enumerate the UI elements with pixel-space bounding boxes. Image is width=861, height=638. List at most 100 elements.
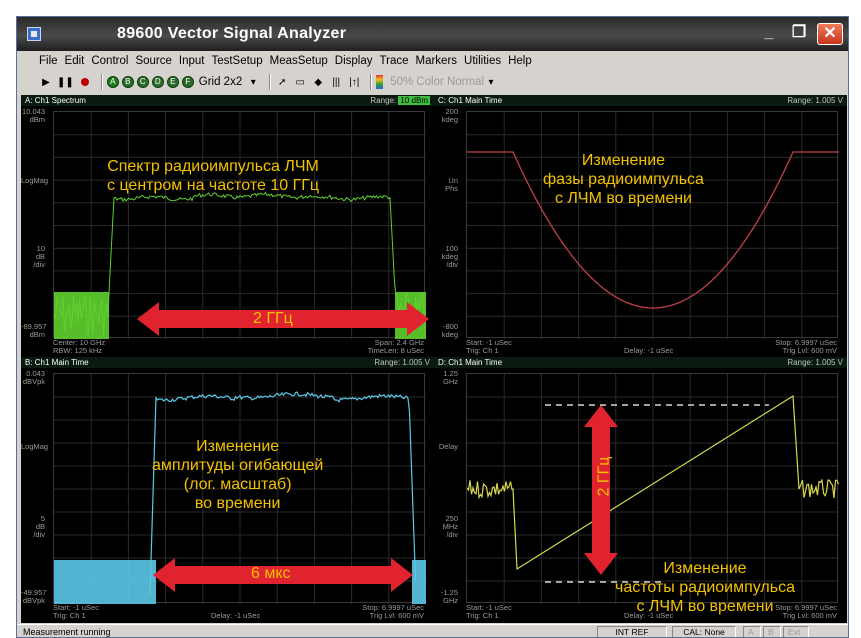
- app-icon[interactable]: [27, 27, 41, 41]
- app-window: 89600 Vector Signal Analyzer _ ❐ ✕ File …: [16, 16, 849, 638]
- annotation-phase: Изменение фазы радиоимпульса с ЛЧМ во вр…: [543, 152, 704, 207]
- panel-c-plot[interactable]: [466, 111, 839, 339]
- panel-b-range[interactable]: Range: 1.005 V: [374, 358, 430, 367]
- close-button[interactable]: ✕: [817, 23, 843, 45]
- persistence-percent[interactable]: 50%: [390, 76, 414, 88]
- bandwidth-arrow-frequency-head-bottom: [584, 553, 618, 575]
- panel-b-plot[interactable]: [53, 373, 426, 604]
- record-icon[interactable]: [78, 74, 92, 90]
- panel-c-title-bar: C: Ch1 Main Time Range: 1.005 V: [434, 95, 847, 106]
- chevron-down-icon[interactable]: ▾: [250, 76, 256, 88]
- spectrum-trace: [54, 191, 426, 337]
- menu-edit[interactable]: Edit: [64, 55, 85, 67]
- pause-icon[interactable]: ❚❚: [57, 76, 74, 88]
- envelope-noise-left: [54, 560, 156, 604]
- trace-display-area[interactable]: A: Ch1 Spectrum Range: 10 dBm 10.043 dBm…: [21, 95, 847, 623]
- panel-b-title: B: Ch1 Main Time: [25, 358, 89, 367]
- menu-testsetup[interactable]: TestSetup: [211, 55, 263, 67]
- restore-button[interactable]: ❐: [791, 24, 807, 41]
- menu-source[interactable]: Source: [135, 55, 172, 67]
- panel-b-y-top: 0.043 dBVpk: [22, 369, 45, 386]
- grid-layout-dropdown[interactable]: Grid 2x2: [198, 76, 243, 88]
- panel-d-frequency[interactable]: D: Ch1 Main Time Range: 1.005 V 1.25 GHz…: [434, 357, 847, 621]
- bandwidth-arrow-frequency-shaft: [592, 421, 610, 559]
- panel-d-y-scale: 250 MHz /div: [442, 514, 458, 539]
- menu-help[interactable]: Help: [508, 55, 532, 67]
- panel-c-triglvl: Trig Lvl: 600 mV: [782, 346, 837, 355]
- status-mini-b: B: [763, 626, 781, 637]
- panel-d-y-top: 1.25 GHz: [443, 369, 458, 386]
- channel-c-button[interactable]: C: [136, 76, 149, 88]
- panel-c-trig: Trig: Ch 1: [466, 346, 499, 355]
- channel-d-button[interactable]: D: [151, 76, 164, 88]
- channel-b-button[interactable]: B: [121, 76, 134, 88]
- panel-b-triglvl: Trig Lvl: 600 mV: [369, 611, 424, 620]
- menu-control[interactable]: Control: [91, 55, 129, 67]
- menu-utilities[interactable]: Utilities: [464, 55, 502, 67]
- panel-b-start: Start: -1 uSec: [53, 603, 99, 612]
- panel-a-y-bot: -89.957 dBm: [21, 322, 47, 339]
- panel-c-range[interactable]: Range: 1.005 V: [787, 96, 843, 105]
- panel-a-trace-svg: [54, 112, 426, 339]
- bars-icon[interactable]: |||: [332, 76, 341, 88]
- title-bar[interactable]: 89600 Vector Signal Analyzer _ ❐ ✕: [17, 17, 848, 51]
- marker-icon[interactable]: ◆: [314, 76, 323, 88]
- panel-d-trace-svg: [467, 374, 839, 604]
- cal-indicator: CAL: None: [672, 626, 736, 637]
- minimize-button[interactable]: _: [764, 24, 774, 41]
- zoom-box-icon[interactable]: ▭: [295, 76, 305, 88]
- menu-trace[interactable]: Trace: [379, 55, 409, 67]
- panel-a-range-value[interactable]: 10 dBm: [398, 96, 430, 105]
- annotation-duration: 6 мкс: [251, 565, 291, 582]
- menu-markers[interactable]: Markers: [415, 55, 458, 67]
- channel-a-button[interactable]: A: [106, 76, 119, 88]
- color-scale-icon[interactable]: [376, 75, 384, 89]
- panel-d-title: D: Ch1 Main Time: [438, 358, 503, 367]
- panel-d-triglvl: Trig Lvl: 600 mV: [782, 611, 837, 620]
- menu-bar: File Edit Control Source Input TestSetup…: [17, 51, 848, 71]
- annotation-bandwidth-spectrum: 2 ГГц: [253, 310, 293, 327]
- play-icon[interactable]: ▶: [42, 76, 50, 88]
- panel-a-title-bar: A: Ch1 Spectrum Range: 10 dBm: [21, 95, 434, 106]
- panel-c-trace-svg: [467, 112, 839, 339]
- annotation-spectrum: Спектр радиоимпульса ЛЧМ с центром на ча…: [107, 158, 320, 194]
- panel-b-stop: Stop: 6.9997 uSec: [362, 603, 424, 612]
- panel-b-title-bar: B: Ch1 Main Time Range: 1.005 V: [21, 357, 434, 368]
- panel-a-spectrum[interactable]: A: Ch1 Spectrum Range: 10 dBm 10.043 dBm…: [21, 95, 434, 355]
- panel-c-y-top: 200 kdeg: [441, 107, 458, 124]
- panel-d-plot[interactable]: [466, 373, 839, 604]
- panel-a-y-scale: 10 dB /div: [33, 244, 45, 269]
- menu-meassetup[interactable]: MeasSetup: [269, 55, 328, 67]
- panel-b-y-bot: -49.957 dBVpk: [21, 588, 47, 605]
- menu-file[interactable]: File: [39, 55, 58, 67]
- panel-d-range[interactable]: Range: 1.005 V: [787, 358, 843, 367]
- envelope-trace: [149, 391, 417, 595]
- status-mini-a: A: [743, 626, 761, 637]
- cursor-pair-icon[interactable]: |↑|: [349, 76, 360, 88]
- panel-a-center: Center: 10 GHz: [53, 338, 106, 347]
- panel-b-y-scale: 5 dB /div: [33, 514, 45, 539]
- channel-e-button[interactable]: E: [166, 76, 179, 88]
- pointer-icon[interactable]: ➚: [278, 76, 287, 88]
- panel-a-y-mid: LogMag: [21, 176, 49, 185]
- menu-display[interactable]: Display: [334, 55, 373, 67]
- annotation-frequency: Изменение частоты радиоимпульса с ЛЧМ во…: [615, 560, 795, 615]
- panel-b-envelope[interactable]: B: Ch1 Main Time Range: 1.005 V 0.043 dB…: [21, 357, 434, 621]
- panel-d-y-bot: -1.25 GHz: [440, 588, 458, 605]
- status-text: Measurement running: [23, 627, 111, 637]
- panel-c-delay: Delay: -1 uSec: [624, 346, 674, 355]
- bandwidth-arrow-frequency: [584, 405, 618, 575]
- panel-c-phase[interactable]: C: Ch1 Main Time Range: 1.005 V 200 kdeg…: [434, 95, 847, 355]
- chevron-down-icon[interactable]: ▾: [488, 76, 494, 88]
- channel-f-button[interactable]: F: [181, 76, 194, 88]
- panel-a-span: Span: 2.4 GHz: [374, 338, 424, 347]
- panel-b-y-mid: LogMag: [21, 442, 49, 451]
- window-title: 89600 Vector Signal Analyzer: [117, 25, 347, 42]
- panel-c-stop: Stop: 6.9997 uSec: [775, 338, 837, 347]
- menu-input[interactable]: Input: [178, 55, 205, 67]
- color-scheme-dropdown[interactable]: Color Normal: [416, 76, 485, 88]
- duration-arrow-head-right: [391, 558, 413, 592]
- bandwidth-arrow-spectrum-shaft: [153, 310, 413, 328]
- panel-b-trace-svg: [54, 374, 426, 604]
- panel-a-plot[interactable]: [53, 111, 426, 339]
